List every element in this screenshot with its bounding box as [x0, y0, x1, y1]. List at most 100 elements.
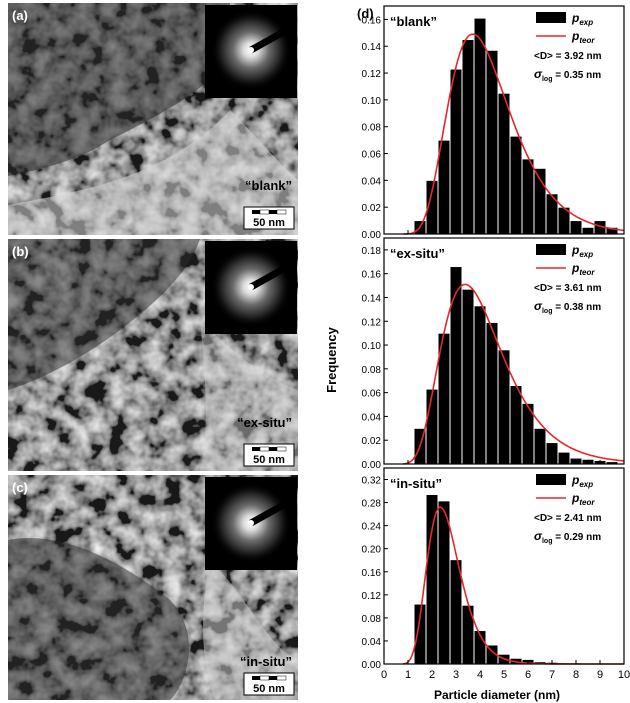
y-tick-label: 0.16: [362, 15, 382, 26]
legend-subscript-exp: exp: [579, 250, 593, 259]
y-tick-label: 0.10: [362, 341, 382, 352]
histogram-panels: 0.00 0.02 0.04 0.06 0.08 0.10 0.12 0.14 0.16 “bla…: [362, 5, 630, 681]
legend-subscript-teor: teor: [579, 36, 595, 45]
scale-bar-a: 50 nm: [243, 206, 295, 230]
histogram-panel-2: 0.00 0.02 0.04 0.06 0.08 0.10 0.12 0.14 0.16 0.18…: [362, 237, 625, 471]
diffraction-inset-a: [205, 5, 297, 98]
histogram-bar: [461, 39, 475, 235]
y-axis-label: Frequency: [324, 326, 339, 393]
histogram-bar: [509, 384, 523, 465]
histogram-bar: [497, 92, 511, 235]
x-axis-label: Particle diameter (nm): [434, 688, 560, 702]
y-tick-label: 0.06: [362, 150, 382, 161]
histogram-bar: [461, 288, 475, 465]
tem-panel-a: (a) “blank” 50 nm: [8, 3, 298, 235]
sigma-annotation: σlog = 0.29 nm: [534, 529, 601, 545]
fit-curve: [403, 283, 625, 465]
y-tick-label: 0.02: [362, 203, 382, 214]
y-tick-label: 0.14: [362, 42, 382, 53]
histogram-bar: [473, 305, 487, 465]
y-tick-label: 0.02: [362, 436, 382, 447]
sigma-annotation: σlog = 0.35 nm: [534, 67, 601, 83]
x-tick-label: 1: [405, 669, 411, 681]
x-tick-label: 3: [453, 669, 459, 681]
panel-label-d: (d): [357, 6, 374, 21]
panel-label-c: (c): [12, 480, 28, 495]
y-tick-label: 0.12: [362, 591, 382, 602]
histogram-bar: [533, 427, 547, 465]
histogram-bar: [485, 49, 499, 235]
histogram-bar: [449, 68, 463, 235]
sample-label-a: “blank”: [245, 178, 292, 193]
legend-subscript-exp: exp: [579, 480, 593, 489]
y-tick-label: 0.28: [362, 499, 382, 510]
sigma-value: = 0.35 nm: [552, 70, 601, 81]
legend-label-teor: pteor: [571, 261, 595, 277]
legend-label-teor: pteor: [571, 491, 595, 507]
sigma-subscript: log: [542, 76, 553, 83]
histogram-bar: [521, 158, 535, 235]
x-tick-label: 10: [618, 669, 630, 681]
mean-diameter-annotation: <D> = 3.92 nm: [534, 51, 602, 62]
histogram-bar: [425, 388, 439, 465]
legend-swatch-exp: [536, 244, 566, 255]
y-tick-label: 0.12: [362, 69, 382, 80]
legend-label-exp: pexp: [571, 243, 593, 259]
scale-bar-b: 50 nm: [243, 443, 295, 467]
sigma-value: = 0.38 nm: [552, 302, 601, 313]
sigma-subscript: log: [542, 538, 553, 545]
x-tick-label: 9: [597, 669, 603, 681]
sample-label-b: “ex-situ”: [237, 415, 292, 430]
sigma-value: = 0.29 nm: [552, 532, 601, 543]
particle-aggregate-shading: [8, 239, 200, 390]
particle-aggregate-shading: [8, 538, 189, 700]
tem-panel-c: (c) “in-situ” 50 nm: [8, 475, 298, 700]
tem-panel-b: (b) “ex-situ” 50 nm: [8, 239, 298, 471]
y-tick-label: 0.04: [362, 637, 382, 648]
legend-label-exp: pexp: [571, 473, 593, 489]
sigma-symbol: σ: [534, 299, 543, 313]
background-film-region: [200, 320, 298, 471]
particle-aggregate-shading: [8, 3, 230, 176]
legend-swatch-exp: [536, 12, 566, 23]
y-tick-label: 0.18: [362, 246, 382, 257]
y-tick-label: 0.04: [362, 176, 382, 187]
x-tick-label: 2: [429, 669, 435, 681]
legend-swatch-exp: [536, 474, 566, 485]
y-tick-label: 0.12: [362, 317, 382, 328]
histogram-bar: [449, 266, 463, 465]
y-tick-label: 0.32: [362, 476, 382, 487]
fit-curve: [403, 33, 625, 235]
sample-title: “ex-situ”: [390, 246, 445, 261]
histogram-bar: [581, 458, 595, 465]
y-tick-label: 0.16: [362, 270, 382, 281]
x-tick-label: 8: [573, 669, 579, 681]
histogram-bar: [557, 451, 571, 465]
legend-subscript-exp: exp: [579, 18, 593, 27]
y-tick-label: 0.20: [362, 545, 382, 556]
scale-bar-label-b: 50 nm: [253, 454, 285, 466]
panel-label-a: (a): [12, 8, 28, 23]
x-tick-label: 4: [477, 669, 483, 681]
y-tick-label: 0.08: [362, 123, 382, 134]
histogram-bar: [509, 135, 523, 235]
legend-label-teor: pteor: [571, 29, 595, 45]
panel-label-b: (b): [12, 244, 29, 259]
y-tick-label: 0.00: [362, 230, 382, 241]
histogram-bar: [425, 494, 439, 665]
sigma-annotation: σlog = 0.38 nm: [534, 299, 601, 315]
background-film-region: [203, 560, 298, 700]
x-tick-label: 5: [501, 669, 507, 681]
mean-diameter-annotation: <D> = 2.41 nm: [534, 513, 602, 524]
y-tick-label: 0.16: [362, 568, 382, 579]
x-tick-label: 0: [381, 669, 387, 681]
scale-bar-label-a: 50 nm: [253, 217, 285, 229]
y-tick-label: 0.08: [362, 614, 382, 625]
sample-title: “in-situ”: [390, 476, 442, 491]
x-tick-label: 7: [549, 669, 555, 681]
diffraction-inset-b: [205, 241, 297, 334]
legend-subscript-teor: teor: [579, 268, 595, 277]
y-tick-label: 0.08: [362, 365, 382, 376]
x-tick-label: 6: [525, 669, 531, 681]
